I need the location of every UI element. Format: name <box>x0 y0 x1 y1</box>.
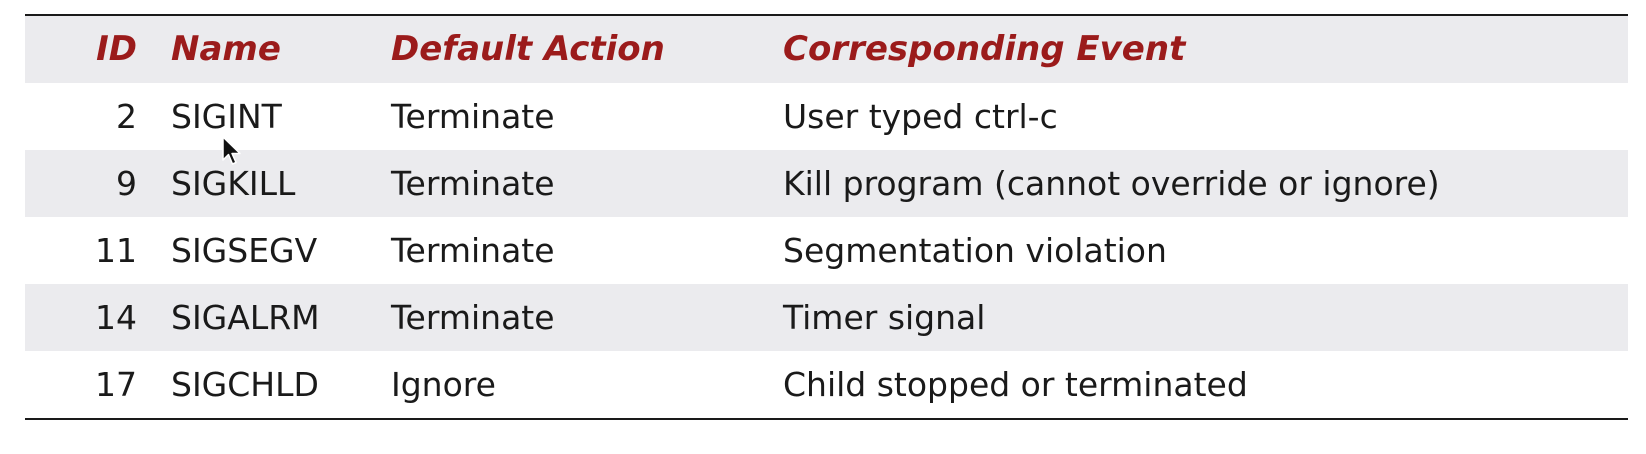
signal-default-action: Terminate <box>391 97 555 136</box>
signal-name: SIGCHLD <box>171 365 319 404</box>
signal-default-action: Ignore <box>391 365 496 404</box>
signal-event: Segmentation violation <box>783 231 1167 270</box>
signal-id: 11 <box>95 231 137 270</box>
signal-event: Child stopped or terminated <box>783 365 1248 404</box>
table-header-row: ID Name Default Action Corresponding Eve… <box>25 16 1628 83</box>
header-id: ID <box>96 29 137 69</box>
signal-id: 17 <box>95 365 137 404</box>
header-name: Name <box>171 29 281 69</box>
bottom-rule <box>25 418 1628 420</box>
table-row: 2 SIGINT Terminate User typed ctrl-c <box>25 83 1628 150</box>
signal-default-action: Terminate <box>391 231 555 270</box>
signal-name: SIGKILL <box>171 164 296 203</box>
signal-event: Kill program (cannot override or ignore) <box>783 164 1440 203</box>
signal-name: SIGINT <box>171 97 282 136</box>
top-rule <box>25 14 1628 16</box>
table-row: 9 SIGKILL Terminate Kill program (cannot… <box>25 150 1628 217</box>
signal-name: SIGALRM <box>171 298 320 337</box>
table-row: 11 SIGSEGV Terminate Segmentation violat… <box>25 217 1628 284</box>
signal-event: Timer signal <box>783 298 986 337</box>
signals-table: ID Name Default Action Corresponding Eve… <box>25 14 1628 420</box>
signal-default-action: Terminate <box>391 164 555 203</box>
signal-name: SIGSEGV <box>171 231 318 270</box>
signal-id: 2 <box>116 97 137 136</box>
table-row: 17 SIGCHLD Ignore Child stopped or termi… <box>25 351 1628 418</box>
signal-id: 14 <box>95 298 137 337</box>
signal-default-action: Terminate <box>391 298 555 337</box>
signal-id: 9 <box>116 164 137 203</box>
signal-event: User typed ctrl-c <box>783 97 1058 136</box>
header-default-action: Default Action <box>391 29 665 69</box>
header-corresponding-event: Corresponding Event <box>783 29 1186 69</box>
table-row: 14 SIGALRM Terminate Timer signal <box>25 284 1628 351</box>
